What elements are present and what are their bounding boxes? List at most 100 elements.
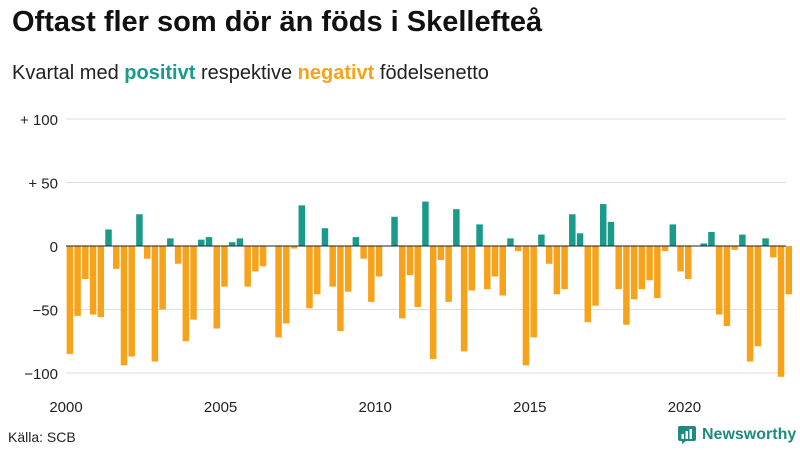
y-tick-label: −50 (33, 303, 58, 320)
bar (174, 246, 182, 264)
bar (360, 246, 367, 259)
bar (259, 246, 267, 267)
bar (638, 246, 646, 290)
bar (561, 246, 568, 290)
subtitle-prefix: Kvartal med (12, 62, 125, 84)
bar (545, 246, 553, 264)
bar (306, 246, 313, 309)
bar (654, 246, 661, 299)
bar (460, 246, 468, 352)
bar (143, 246, 151, 259)
bar (344, 246, 352, 292)
bar (151, 246, 159, 362)
x-tick-label: 2000 (49, 399, 82, 416)
bar (484, 246, 491, 290)
bar (623, 246, 630, 325)
bar (731, 246, 738, 250)
bar (499, 246, 506, 296)
bar (182, 246, 190, 342)
bar (221, 246, 228, 287)
x-tick-label: 2015 (513, 399, 546, 416)
bar (569, 214, 576, 246)
bar (685, 246, 692, 280)
bar (82, 246, 89, 280)
y-tick-label: −100 (24, 366, 58, 383)
brand-name: Newsworthy (702, 426, 797, 443)
bar (275, 246, 282, 338)
bar (599, 204, 607, 246)
bar (576, 233, 584, 246)
bar (105, 229, 112, 246)
bar (112, 246, 120, 269)
bar (375, 246, 383, 277)
bar (283, 246, 290, 324)
bar (136, 214, 143, 246)
chart-title: Oftast fler som dör än föds i Skellefteå (12, 6, 543, 38)
bar (530, 246, 537, 338)
bar (584, 246, 592, 323)
bar (514, 246, 522, 252)
bar (762, 238, 769, 246)
bar (630, 246, 638, 300)
bar (700, 243, 707, 246)
chart-logo-icon (678, 426, 696, 444)
brand-logo: Newsworthy (678, 426, 796, 444)
bar (677, 246, 684, 272)
bar (715, 246, 723, 315)
bar (190, 246, 197, 320)
bar (522, 246, 530, 366)
bar (453, 209, 460, 246)
bar (770, 246, 777, 258)
bar (739, 234, 746, 246)
bar (391, 216, 398, 246)
bar (205, 237, 213, 246)
x-tick-label: 2005 (204, 399, 237, 416)
bar (321, 228, 329, 246)
bar (669, 224, 677, 246)
bar (607, 221, 615, 246)
y-tick-label: + 100 (20, 112, 58, 129)
chart-subtitle: Kvartal med positivt respektive negativt… (12, 62, 489, 85)
source-note: Källa: SCB (8, 429, 76, 445)
bar (244, 246, 251, 287)
bar (368, 246, 375, 302)
x-tick-label: 2010 (359, 399, 392, 416)
bar (538, 234, 545, 246)
bar (89, 246, 97, 315)
bar (298, 205, 306, 246)
bar (785, 246, 793, 295)
bar (352, 237, 360, 246)
bar (236, 238, 244, 246)
bar (646, 246, 653, 281)
bar (468, 246, 476, 291)
bar (399, 246, 406, 319)
subtitle-positive: positivt (124, 62, 196, 84)
y-tick-label: + 50 (28, 176, 58, 193)
subtitle-middle: respektive (195, 62, 298, 84)
bar (615, 246, 622, 290)
bar (228, 242, 236, 246)
bar (167, 238, 174, 246)
bar (437, 246, 445, 260)
bar (507, 238, 514, 246)
subtitle-negative: negativt (297, 62, 375, 84)
bar (476, 224, 483, 246)
bar (97, 246, 105, 318)
y-tick-label: 0 (50, 239, 58, 256)
bar (422, 201, 429, 246)
bar (661, 246, 669, 252)
bar (120, 246, 128, 366)
bar (198, 239, 205, 246)
bar (445, 246, 452, 302)
bar (592, 246, 599, 306)
bar (406, 246, 414, 276)
bar (313, 246, 321, 295)
bar (74, 246, 81, 316)
bar (553, 246, 561, 295)
bar (329, 246, 336, 287)
bar (723, 246, 731, 327)
bar (429, 246, 437, 360)
bar (337, 246, 344, 332)
bar (213, 246, 220, 329)
